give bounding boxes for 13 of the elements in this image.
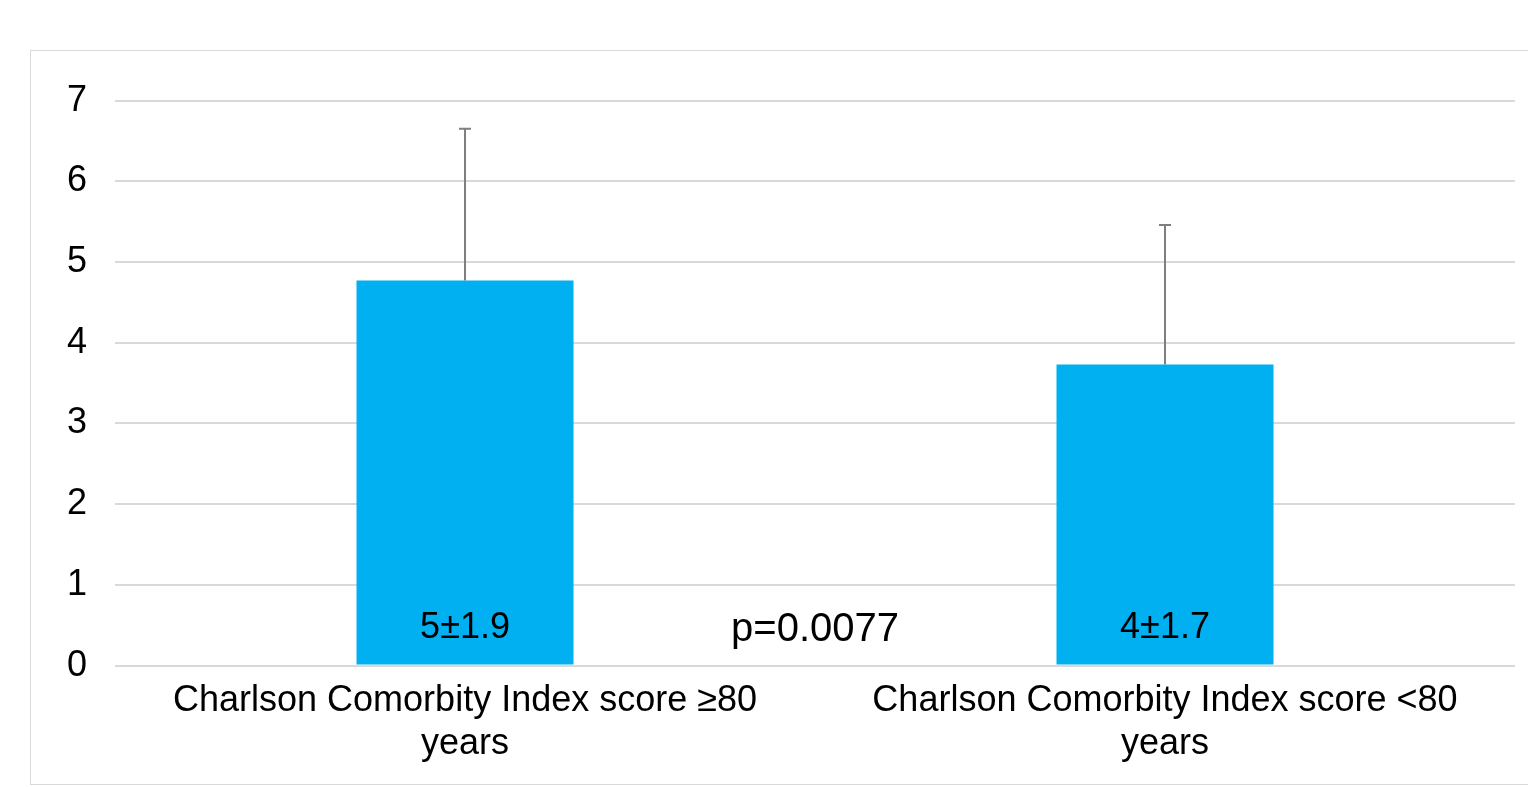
y-tick-label: 1: [66, 561, 88, 603]
data-label: 4±1.7: [1120, 604, 1210, 646]
y-tick-label: 0: [66, 642, 88, 684]
x-tick-label: Charlson Comorbity Index score ≥80 years: [173, 678, 758, 763]
y-tick-label: 5: [66, 238, 88, 280]
y-tick-label: 6: [66, 158, 88, 200]
annotation: p=0.0077: [731, 604, 899, 649]
x-tick-label: Charlson Comorbity Index score <80 years: [872, 678, 1458, 763]
data-label: 5±1.9: [420, 604, 510, 646]
y-tick-label: 3: [66, 400, 88, 442]
y-tick-label: 2: [66, 481, 88, 523]
y-tick-label: 4: [66, 319, 88, 361]
y-tick-label: 7: [66, 77, 88, 119]
